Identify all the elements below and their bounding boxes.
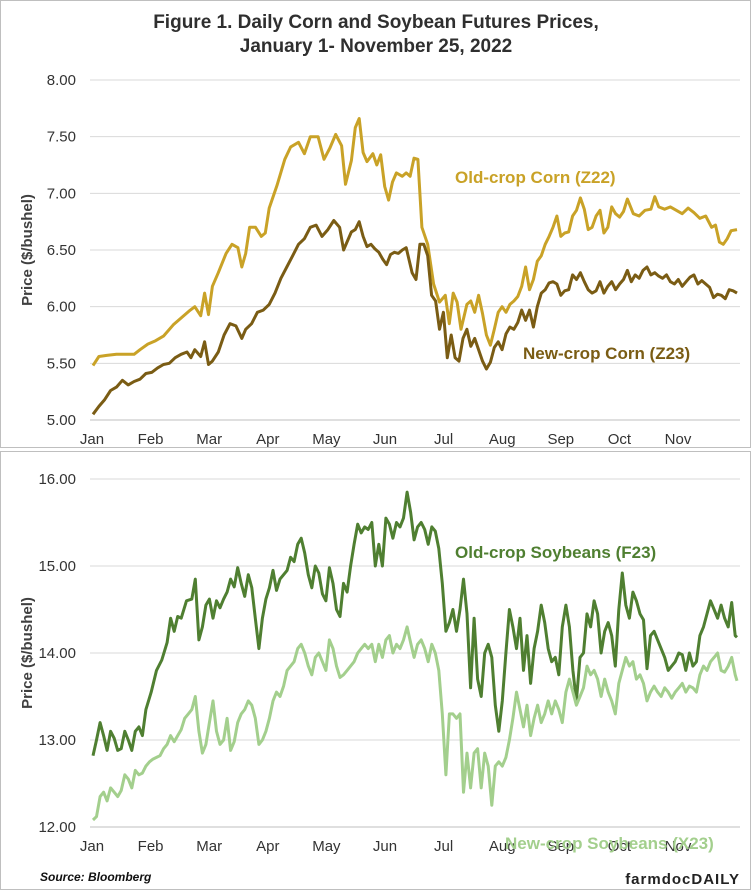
corn-x-tick-label: Sep xyxy=(547,431,574,448)
corn-x-tick-label: Oct xyxy=(608,431,632,448)
corn-y-tick-label: 8.00 xyxy=(47,72,76,89)
corn-x-tick-label: Mar xyxy=(196,431,222,448)
corn-x-tick-label: Jan xyxy=(80,431,104,448)
corn-gridlines xyxy=(90,79,740,364)
soybean-x-tick-label: Jan xyxy=(80,838,104,855)
corn-y-tick-label: 7.50 xyxy=(47,129,76,146)
soybean-x-tick-label: Nov xyxy=(665,838,692,855)
corn-y-tick-labels: 5.00 5.50 6.00 6.50 7.00 7.50 8.00 xyxy=(47,72,76,429)
corn-y-tick-label: 5.00 xyxy=(47,412,76,429)
corn-x-tick-labels: Jan Feb Mar Apr May Jun Jul Aug Sep Oct Nov xyxy=(80,431,692,448)
soybean-x-tick-label: Jun xyxy=(373,838,397,855)
corn-series-line-old-crop xyxy=(91,117,738,367)
new-crop-corn-label: New-crop Corn (Z23) xyxy=(523,344,690,363)
corn-x-tick-label: Nov xyxy=(665,431,692,448)
soybean-x-tick-label: Jul xyxy=(434,838,453,855)
soybean-y-axis-label: Price ($/bushel) xyxy=(19,597,36,709)
old-crop-corn-label: Old-crop Corn (Z22) xyxy=(455,168,616,187)
soybean-y-tick-label: 13.00 xyxy=(38,732,76,749)
soybean-series-line-old-crop xyxy=(91,490,739,757)
soybean-x-tick-label: Mar xyxy=(196,838,222,855)
soybean-x-tick-labels: Jan Feb Mar Apr May Jun Jul Aug Sep Oct Nov xyxy=(80,838,692,855)
soybean-series-line-new-crop xyxy=(91,625,739,822)
corn-x-tick-label: Feb xyxy=(138,431,164,448)
soybean-x-tick-label: May xyxy=(312,838,341,855)
corn-x-tick-label: May xyxy=(312,431,341,448)
corn-y-tick-label: 6.00 xyxy=(47,299,76,316)
corn-y-tick-label: 6.50 xyxy=(47,242,76,259)
soybean-gridlines xyxy=(90,478,740,741)
corn-x-tick-label: Jul xyxy=(434,431,453,448)
soybean-y-tick-label: 14.00 xyxy=(38,645,76,662)
new-crop-soybeans-label: New-crop Soybeans (X23) xyxy=(505,834,714,853)
chart-title-line1: Figure 1. Daily Corn and Soybean Futures… xyxy=(153,12,599,33)
farmdoc-daily-logo: farmdocDAILY xyxy=(625,871,740,888)
soybean-y-tick-labels: 12.00 13.00 14.00 15.00 16.00 xyxy=(38,471,76,836)
soybean-x-tick-label: Feb xyxy=(138,838,164,855)
soybean-y-tick-label: 16.00 xyxy=(38,471,76,488)
soybean-panel-frame xyxy=(0,451,751,890)
corn-series-line-new-crop xyxy=(91,219,738,416)
soybean-y-tick-label: 15.00 xyxy=(38,558,76,575)
corn-y-tick-label: 7.00 xyxy=(47,185,76,202)
corn-panel-frame xyxy=(0,0,751,448)
soybean-x-tick-label: Sep xyxy=(547,838,574,855)
soybean-x-tick-label: Oct xyxy=(608,838,632,855)
corn-x-tick-label: Aug xyxy=(489,431,516,448)
chart-title-line2: January 1- November 25, 2022 xyxy=(240,36,513,57)
corn-x-tick-label: Jun xyxy=(373,431,397,448)
old-crop-soybeans-label: Old-crop Soybeans (F23) xyxy=(455,543,656,562)
corn-x-tick-label: Apr xyxy=(256,431,279,448)
corn-series-lines xyxy=(91,117,738,416)
corn-y-tick-label: 5.50 xyxy=(47,355,76,372)
soybean-x-tick-label: Aug xyxy=(489,838,516,855)
source-note: Source: Bloomberg xyxy=(40,870,152,884)
soybean-x-tick-label: Apr xyxy=(256,838,279,855)
corn-y-axis-label: Price ($/bushel) xyxy=(19,194,36,306)
soybean-y-tick-label: 12.00 xyxy=(38,819,76,836)
soybean-series-lines xyxy=(91,490,739,822)
